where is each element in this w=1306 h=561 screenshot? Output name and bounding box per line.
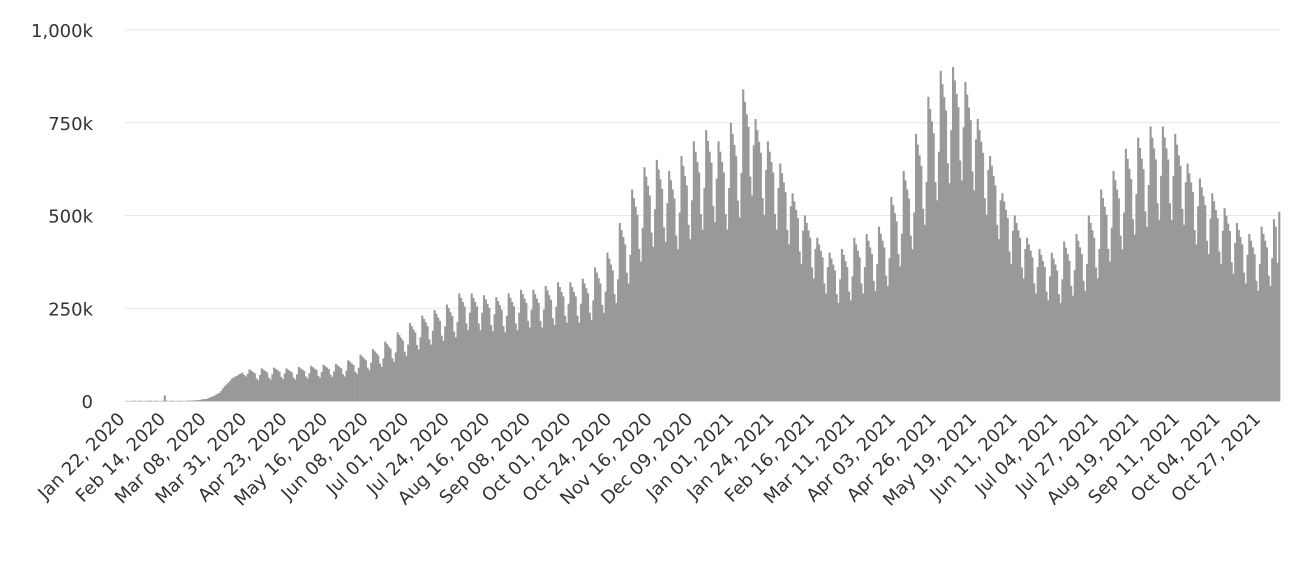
- y-tick-label: 500k: [48, 207, 93, 228]
- y-tick-label: 0: [82, 392, 93, 413]
- y-tick-label: 1,000k: [31, 21, 94, 42]
- y-tick-label: 750k: [48, 114, 93, 135]
- bar: [164, 395, 166, 401]
- y-tick-label: 250k: [48, 299, 93, 320]
- bar: [1278, 212, 1280, 401]
